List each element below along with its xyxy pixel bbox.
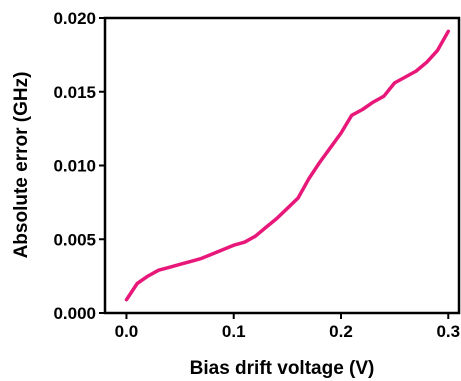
y-tick-label: 0.000: [53, 304, 96, 323]
y-axis-title: Absolute error (GHz): [11, 72, 32, 259]
x-axis-title: Bias drift voltage (V): [190, 358, 375, 379]
x-axis-ticks: 0.0 0.1 0.2 0.3: [115, 313, 460, 341]
series-line: [124, 29, 451, 302]
series-layer: [124, 29, 451, 302]
y-axis-ticks: 0.000 0.005 0.010 0.015 0.020: [53, 9, 105, 323]
x-tick-label: 0.1: [222, 322, 246, 341]
x-tick-label: 0.2: [329, 322, 353, 341]
y-tick-label: 0.010: [53, 157, 96, 176]
x-tick-label: 0.0: [115, 322, 139, 341]
x-tick-label: 0.3: [436, 322, 460, 341]
y-tick-label: 0.020: [53, 9, 96, 28]
y-tick-label: 0.015: [53, 83, 96, 102]
y-tick-label: 0.005: [53, 230, 96, 249]
